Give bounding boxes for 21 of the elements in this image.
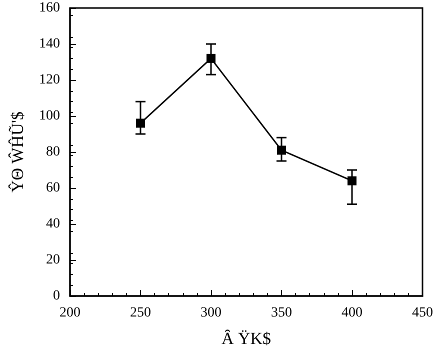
x-tick-label: 450: [412, 306, 433, 320]
x-tick-label: 350: [271, 306, 292, 320]
y-tick-label: 60: [46, 180, 60, 196]
point: [206, 54, 216, 63]
x-axis-title: Ȃ ŸK$: [221, 329, 272, 348]
y-tick-label: 160: [39, 0, 60, 16]
y-axis-title: ŶΘ ŴĤŨ'$: [8, 112, 27, 192]
x-tick-label: 250: [130, 306, 151, 320]
x-tick-label: 300: [200, 306, 222, 320]
x-tick-label: 400: [342, 306, 362, 320]
y-tick-label: 140: [39, 36, 60, 52]
y-tick-label: 40: [46, 216, 60, 232]
point: [136, 118, 145, 128]
y-tick-label: 0: [53, 288, 60, 304]
y-tick-label: 20: [46, 252, 60, 268]
y-tick-label: 120: [39, 72, 60, 88]
point: [348, 176, 356, 186]
y-tick-label: 100: [39, 108, 60, 124]
x-tick-label: 200: [60, 306, 80, 320]
point: [277, 146, 286, 155]
y-tick-label: 80: [46, 144, 60, 160]
